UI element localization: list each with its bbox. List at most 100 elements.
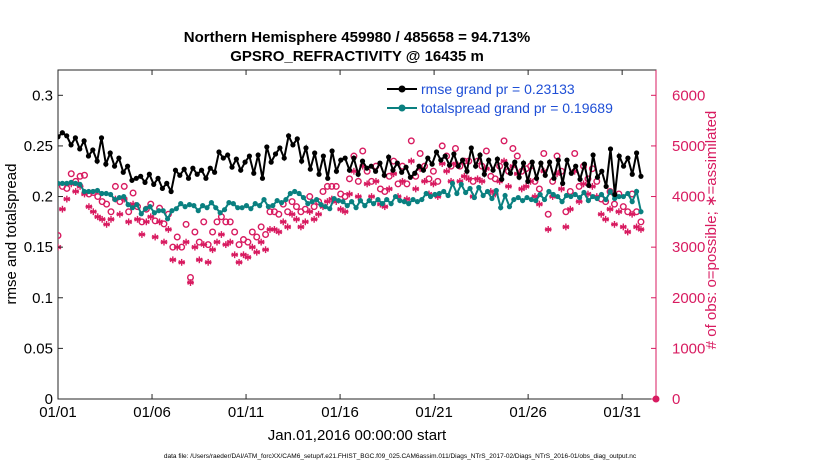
spread-point (169, 208, 175, 214)
y-tick-label-right: 1000 (672, 340, 705, 357)
rmse-point (299, 158, 305, 164)
obs-assimilated-point (231, 251, 239, 259)
rmse-point (303, 145, 309, 151)
obs-assimilated-point (465, 175, 473, 183)
rmse-point (507, 170, 514, 176)
rmse-point (259, 175, 266, 181)
spread-point (419, 196, 425, 203)
y-tick-label-left: 0.25 (24, 138, 53, 155)
obs-possible-point (429, 167, 437, 175)
obs-possible-point (67, 170, 75, 178)
rmse-point (238, 167, 244, 173)
rmse-point (359, 158, 366, 164)
obs-assimilated-point (407, 157, 415, 165)
rmse-point (146, 171, 152, 177)
rmse-point (329, 148, 335, 154)
obs-possible-point (58, 232, 62, 240)
spread-point (125, 202, 131, 208)
rmse-point (612, 191, 618, 198)
spread-point (287, 190, 293, 197)
obs-assimilated-point (72, 188, 80, 195)
obs-possible-point (624, 208, 632, 216)
obs-possible-point (248, 228, 256, 236)
rmse-point (416, 163, 422, 169)
obs-assimilated-point (412, 185, 420, 193)
spread-point (107, 191, 114, 198)
spread-point (590, 193, 596, 200)
rmse-point (194, 171, 200, 177)
rmse-point (159, 185, 166, 192)
obs-assimilated-point (619, 223, 627, 231)
spread-point (327, 206, 333, 212)
rmse-point (312, 150, 318, 156)
spread-point (388, 201, 394, 207)
obs-possible-point (323, 182, 331, 190)
spread-point (401, 199, 407, 205)
spread-point (252, 201, 258, 207)
obs-assimilated-point (544, 226, 552, 233)
obs-possible-point (209, 228, 217, 236)
spread-point (572, 191, 578, 198)
spread-point (151, 210, 158, 216)
x-tick-label: 01/31 (603, 404, 641, 421)
obs-assimilated-point (235, 258, 243, 266)
obs-possible-point (354, 177, 362, 185)
obs-possible-point (301, 205, 309, 213)
rmse-point (290, 142, 296, 148)
y-tick-label-right: 0 (672, 391, 680, 408)
obs-assimilated-point (222, 241, 230, 249)
rmse-point (525, 178, 531, 184)
spread-point (72, 180, 79, 186)
rmse-point (164, 180, 170, 186)
spread-point (129, 205, 136, 211)
obs-possible-point (257, 223, 265, 231)
spread-point (550, 191, 556, 198)
obs-possible-point (491, 175, 499, 183)
obs-assimilated-point (63, 195, 71, 203)
obs-assimilated-point (151, 233, 159, 241)
rmse-point (59, 130, 65, 136)
rmse-point (90, 147, 96, 153)
rmse-point (481, 171, 487, 177)
obs-possible-point (434, 177, 442, 185)
obs-assimilated-point (637, 226, 645, 233)
obs-possible-point (394, 180, 402, 188)
rmse-point (546, 159, 553, 165)
rmse-point (229, 164, 235, 170)
obs-assimilated-point (209, 246, 216, 254)
obs-assimilated-point (103, 220, 110, 228)
obs-possible-point (231, 228, 239, 236)
obs-assimilated-point (116, 210, 124, 218)
rmse-point (442, 153, 448, 159)
rmse-point (294, 136, 300, 142)
obs-assimilated-point (107, 215, 115, 223)
spread-point (221, 207, 228, 213)
spread-point (502, 192, 508, 199)
legend-spread-marker (398, 104, 406, 112)
obs-assimilated-point (580, 180, 587, 188)
rmse-point (364, 165, 370, 171)
obs-possible-point (332, 182, 340, 190)
spread-point (467, 185, 473, 192)
obs-assimilated-point (279, 218, 287, 226)
obs-assimilated-point (628, 210, 636, 218)
rmse-point (151, 181, 157, 187)
obs-assimilated-point (226, 238, 234, 246)
rmse-point (542, 172, 548, 178)
obs-assimilated-point (429, 180, 437, 188)
rmse-point (486, 157, 492, 163)
obs-assimilated-point (288, 210, 296, 218)
spread-point (147, 204, 153, 210)
rmse-point (473, 163, 479, 169)
obs-possible-point (275, 210, 283, 218)
rmse-point (568, 170, 574, 176)
obs-assimilated-point (89, 208, 97, 216)
spread-point (471, 194, 477, 201)
spread-point (296, 190, 302, 197)
rmse-point (625, 155, 631, 161)
obs-possible-point (482, 147, 490, 155)
spread-point (208, 200, 215, 206)
obs-assimilated-point (443, 167, 451, 175)
spread-point (410, 196, 416, 203)
rmse-point (85, 153, 92, 159)
